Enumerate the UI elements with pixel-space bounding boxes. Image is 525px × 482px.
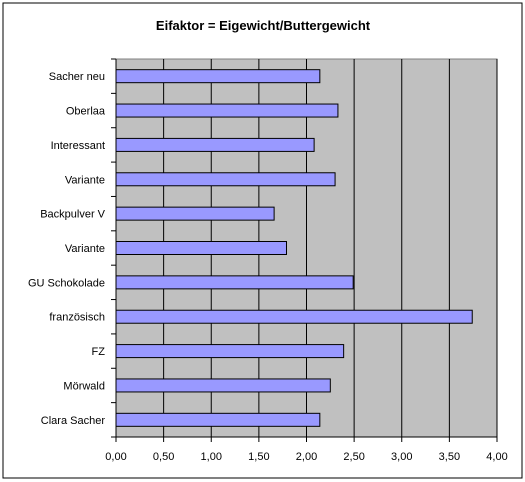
x-tick-label: 1,00 — [201, 451, 222, 463]
category-label: Sacher neu — [49, 71, 105, 83]
bar — [115, 309, 473, 324]
bar — [115, 69, 321, 84]
category-label: Clara Sacher — [41, 415, 106, 427]
category-label: Mörwald — [63, 380, 105, 392]
x-tick-label: 1,50 — [248, 451, 269, 463]
category-label: Variante — [65, 243, 105, 255]
bar — [115, 103, 339, 118]
x-tick-label: 2,00 — [296, 451, 317, 463]
x-tick-label: 0,00 — [105, 451, 126, 463]
category-label: Interessant — [51, 140, 105, 152]
bar — [115, 172, 336, 187]
bar — [115, 275, 354, 290]
category-label: FZ — [92, 346, 106, 358]
x-tick-label: 2,50 — [343, 451, 364, 463]
x-tick-label: 0,50 — [153, 451, 174, 463]
category-label: GU Schokolade — [28, 277, 105, 289]
category-label: Oberlaa — [66, 106, 106, 118]
x-tick-label: 3,00 — [391, 451, 412, 463]
x-tick-label: 4,00 — [486, 451, 507, 463]
chart-title: Eifaktor = Eigewicht/Buttergewicht — [156, 18, 371, 33]
bar — [115, 241, 287, 255]
bar — [115, 412, 321, 427]
category-label: Variante — [65, 174, 105, 186]
bar — [115, 206, 275, 221]
category-label: Backpulver V — [40, 209, 105, 221]
bar — [115, 344, 345, 359]
category-label: französisch — [49, 312, 105, 324]
bar — [115, 378, 331, 393]
x-tick-label: 3,50 — [439, 451, 460, 463]
bar — [115, 137, 315, 152]
